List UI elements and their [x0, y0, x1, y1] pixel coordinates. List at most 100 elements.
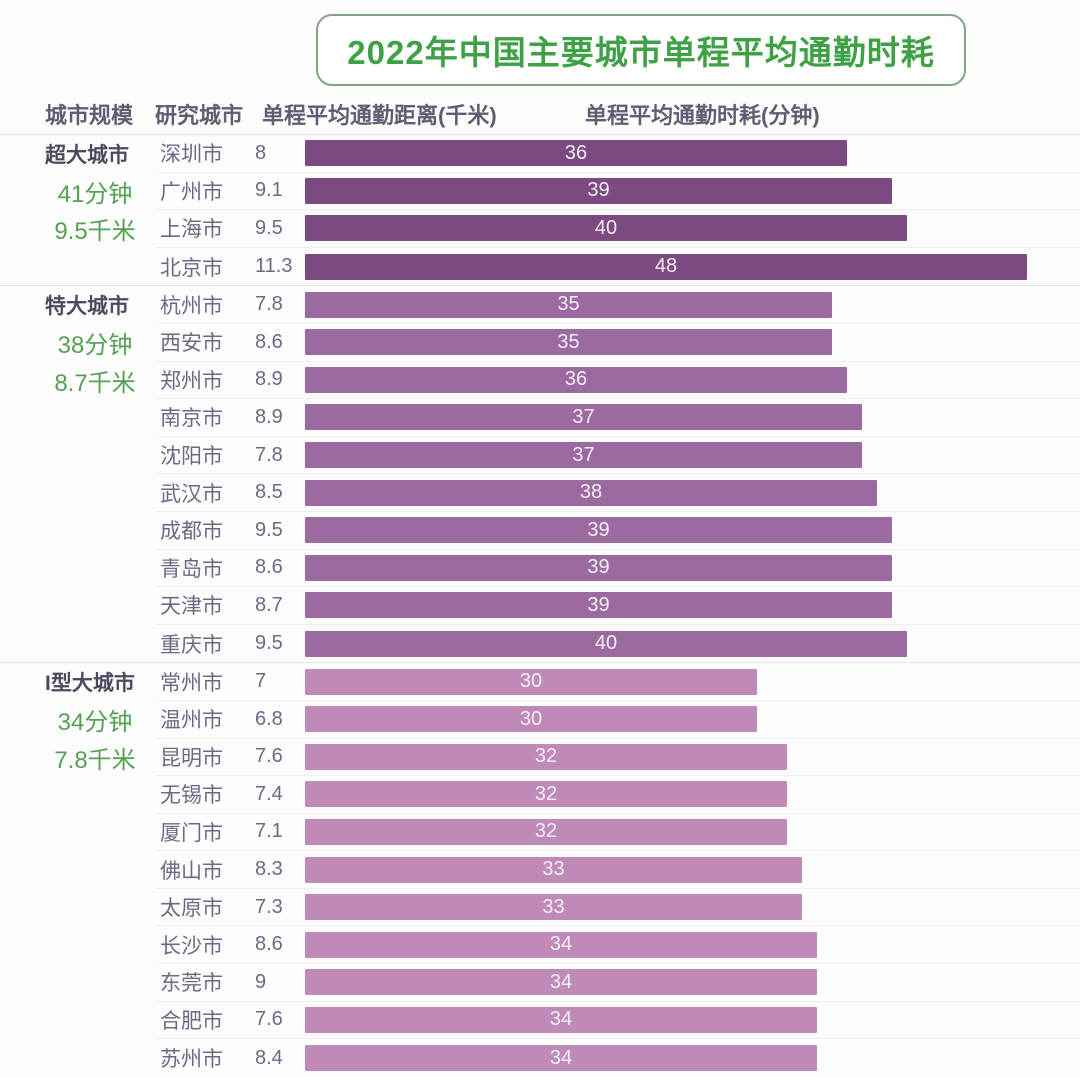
city-name: 长沙市 — [160, 934, 223, 958]
table-row: 无锡市 7.4 32 — [155, 776, 1080, 814]
group-scale-label: 特大城市 — [45, 295, 129, 319]
commute-distance-value: 6.8 — [255, 707, 283, 730]
bar-value-label: 48 — [654, 255, 678, 278]
commute-time-bar: 38 — [305, 479, 877, 506]
commute-table: 超大城市 41分钟 9.5千米 深圳市 8 36 广州市 9.1 39 上海市 … — [0, 134, 1080, 1077]
commute-time-bar: 33 — [305, 894, 802, 921]
bar-value-label: 34 — [549, 1008, 573, 1031]
city-name: 常州市 — [160, 671, 223, 695]
commute-time-bar: 32 — [305, 818, 787, 845]
bar-track: 32 — [305, 743, 1080, 770]
bar-value-label: 39 — [587, 556, 610, 579]
commute-distance-value: 8.6 — [255, 933, 283, 956]
city-scale-group: 超大城市 41分钟 9.5千米 深圳市 8 36 广州市 9.1 39 上海市 … — [0, 134, 1080, 285]
bar-track: 36 — [305, 366, 1080, 393]
bar-value-label: 40 — [594, 216, 618, 239]
commute-time-bar: 39 — [305, 554, 892, 581]
group-rows: 杭州市 7.8 35 西安市 8.6 35 郑州市 8.9 36 南京市 8.9 — [155, 286, 1080, 662]
commute-time-bar: 39 — [305, 592, 892, 619]
table-row: 天津市 8.7 39 — [155, 587, 1080, 625]
group-avg-distance: 8.7千米 — [54, 369, 136, 397]
city-name: 无锡市 — [160, 784, 223, 808]
table-row: 昆明市 7.6 32 — [155, 739, 1080, 777]
commute-time-bar: 30 — [305, 668, 757, 695]
city-name: 沈阳市 — [160, 445, 223, 469]
bar-value-label: 36 — [564, 368, 588, 391]
chart-title: 2022年中国主要城市单程平均通勤时耗 — [347, 34, 935, 71]
table-row: 苏州市 8.4 34 — [155, 1039, 1080, 1077]
commute-distance-value: 8.6 — [255, 556, 283, 579]
commute-time-bar: 34 — [305, 1045, 817, 1072]
group-scale-label: 超大城市 — [45, 143, 129, 167]
table-row: 太原市 7.3 33 — [155, 889, 1080, 927]
bar-value-label: 33 — [542, 858, 565, 881]
city-name: 武汉市 — [160, 482, 223, 506]
group-summary-cell: 特大城市 38分钟 8.7千米 — [45, 286, 155, 662]
bar-track: 35 — [305, 291, 1080, 318]
bar-track: 39 — [305, 517, 1080, 544]
commute-time-bar: 33 — [305, 856, 802, 883]
city-name: 厦门市 — [160, 821, 223, 845]
commute-distance-value: 11.3 — [255, 255, 293, 278]
commute-time-bar: 34 — [305, 1006, 817, 1033]
city-name: 西安市 — [160, 332, 223, 356]
bar-value-label: 34 — [549, 933, 573, 956]
table-row: 武汉市 8.5 38 — [155, 474, 1080, 512]
commute-distance-value: 7.8 — [255, 293, 283, 316]
bar-track: 33 — [305, 856, 1080, 883]
bar-value-label: 33 — [542, 895, 565, 918]
bar-track: 39 — [305, 592, 1080, 619]
bar-track: 34 — [305, 931, 1080, 958]
group-rows: 深圳市 8 36 广州市 9.1 39 上海市 9.5 40 北京市 11.3 — [155, 135, 1080, 285]
bar-value-label: 39 — [587, 593, 610, 616]
commute-distance-value: 7.3 — [255, 895, 283, 918]
commute-distance-value: 8.4 — [255, 1046, 283, 1069]
city-name: 昆明市 — [160, 746, 223, 770]
bar-track: 37 — [305, 404, 1080, 431]
commute-distance-value: 9.1 — [255, 179, 283, 202]
city-name: 上海市 — [160, 218, 223, 242]
table-row: 北京市 11.3 48 — [155, 248, 1080, 286]
table-row: 深圳市 8 36 — [155, 135, 1080, 173]
commute-distance-value: 8.6 — [255, 330, 283, 353]
city-name: 南京市 — [160, 407, 223, 431]
table-row: 沈阳市 7.8 37 — [155, 437, 1080, 475]
commute-time-bar: 35 — [305, 329, 832, 356]
bar-value-label: 32 — [534, 820, 558, 843]
bar-track: 30 — [305, 706, 1080, 733]
city-name: 成都市 — [160, 520, 223, 544]
bar-value-label: 34 — [549, 1046, 573, 1069]
group-avg-time: 34分钟 — [57, 709, 133, 737]
commute-distance-value: 8.7 — [255, 593, 283, 616]
table-row: 重庆市 9.5 40 — [155, 625, 1080, 663]
city-name: 杭州市 — [160, 294, 223, 318]
header-commute-distance: 单程平均通勤距离(千米) — [262, 103, 497, 128]
bar-track: 39 — [305, 177, 1080, 204]
table-row: 常州市 7 30 — [155, 663, 1080, 701]
commute-distance-value: 9.5 — [255, 518, 283, 541]
commute-time-bar: 37 — [305, 442, 862, 469]
table-row: 厦门市 7.1 32 — [155, 814, 1080, 852]
bar-value-label: 34 — [549, 970, 573, 993]
table-row: 佛山市 8.3 33 — [155, 851, 1080, 889]
commute-distance-value: 8.9 — [255, 405, 283, 428]
commute-distance-value: 7.6 — [255, 1008, 283, 1031]
header-commute-time: 单程平均通勤时耗(分钟) — [585, 103, 820, 128]
city-name: 温州市 — [160, 709, 223, 733]
table-row: 长沙市 8.6 34 — [155, 926, 1080, 965]
commute-time-bar: 30 — [305, 706, 757, 733]
header-city-scale: 城市规模 — [45, 103, 134, 128]
commute-distance-value: 7.4 — [255, 782, 283, 805]
header-research-city: 研究城市 — [155, 103, 244, 128]
city-name: 合肥市 — [160, 1009, 223, 1033]
table-row: 广州市 9.1 39 — [155, 173, 1080, 211]
group-summary-cell: 超大城市 41分钟 9.5千米 — [45, 135, 155, 285]
commute-distance-value: 8 — [255, 141, 267, 164]
commute-distance-value: 7.8 — [255, 443, 283, 466]
bar-track: 37 — [305, 442, 1080, 469]
city-name: 深圳市 — [160, 143, 223, 167]
bar-track: 40 — [305, 630, 1080, 657]
table-row: 合肥市 7.6 34 — [155, 1002, 1080, 1040]
bar-track: 33 — [305, 894, 1080, 921]
city-scale-group: I型大城市 34分钟 7.8千米 常州市 7 30 温州市 6.8 30 昆明市… — [0, 662, 1080, 1077]
